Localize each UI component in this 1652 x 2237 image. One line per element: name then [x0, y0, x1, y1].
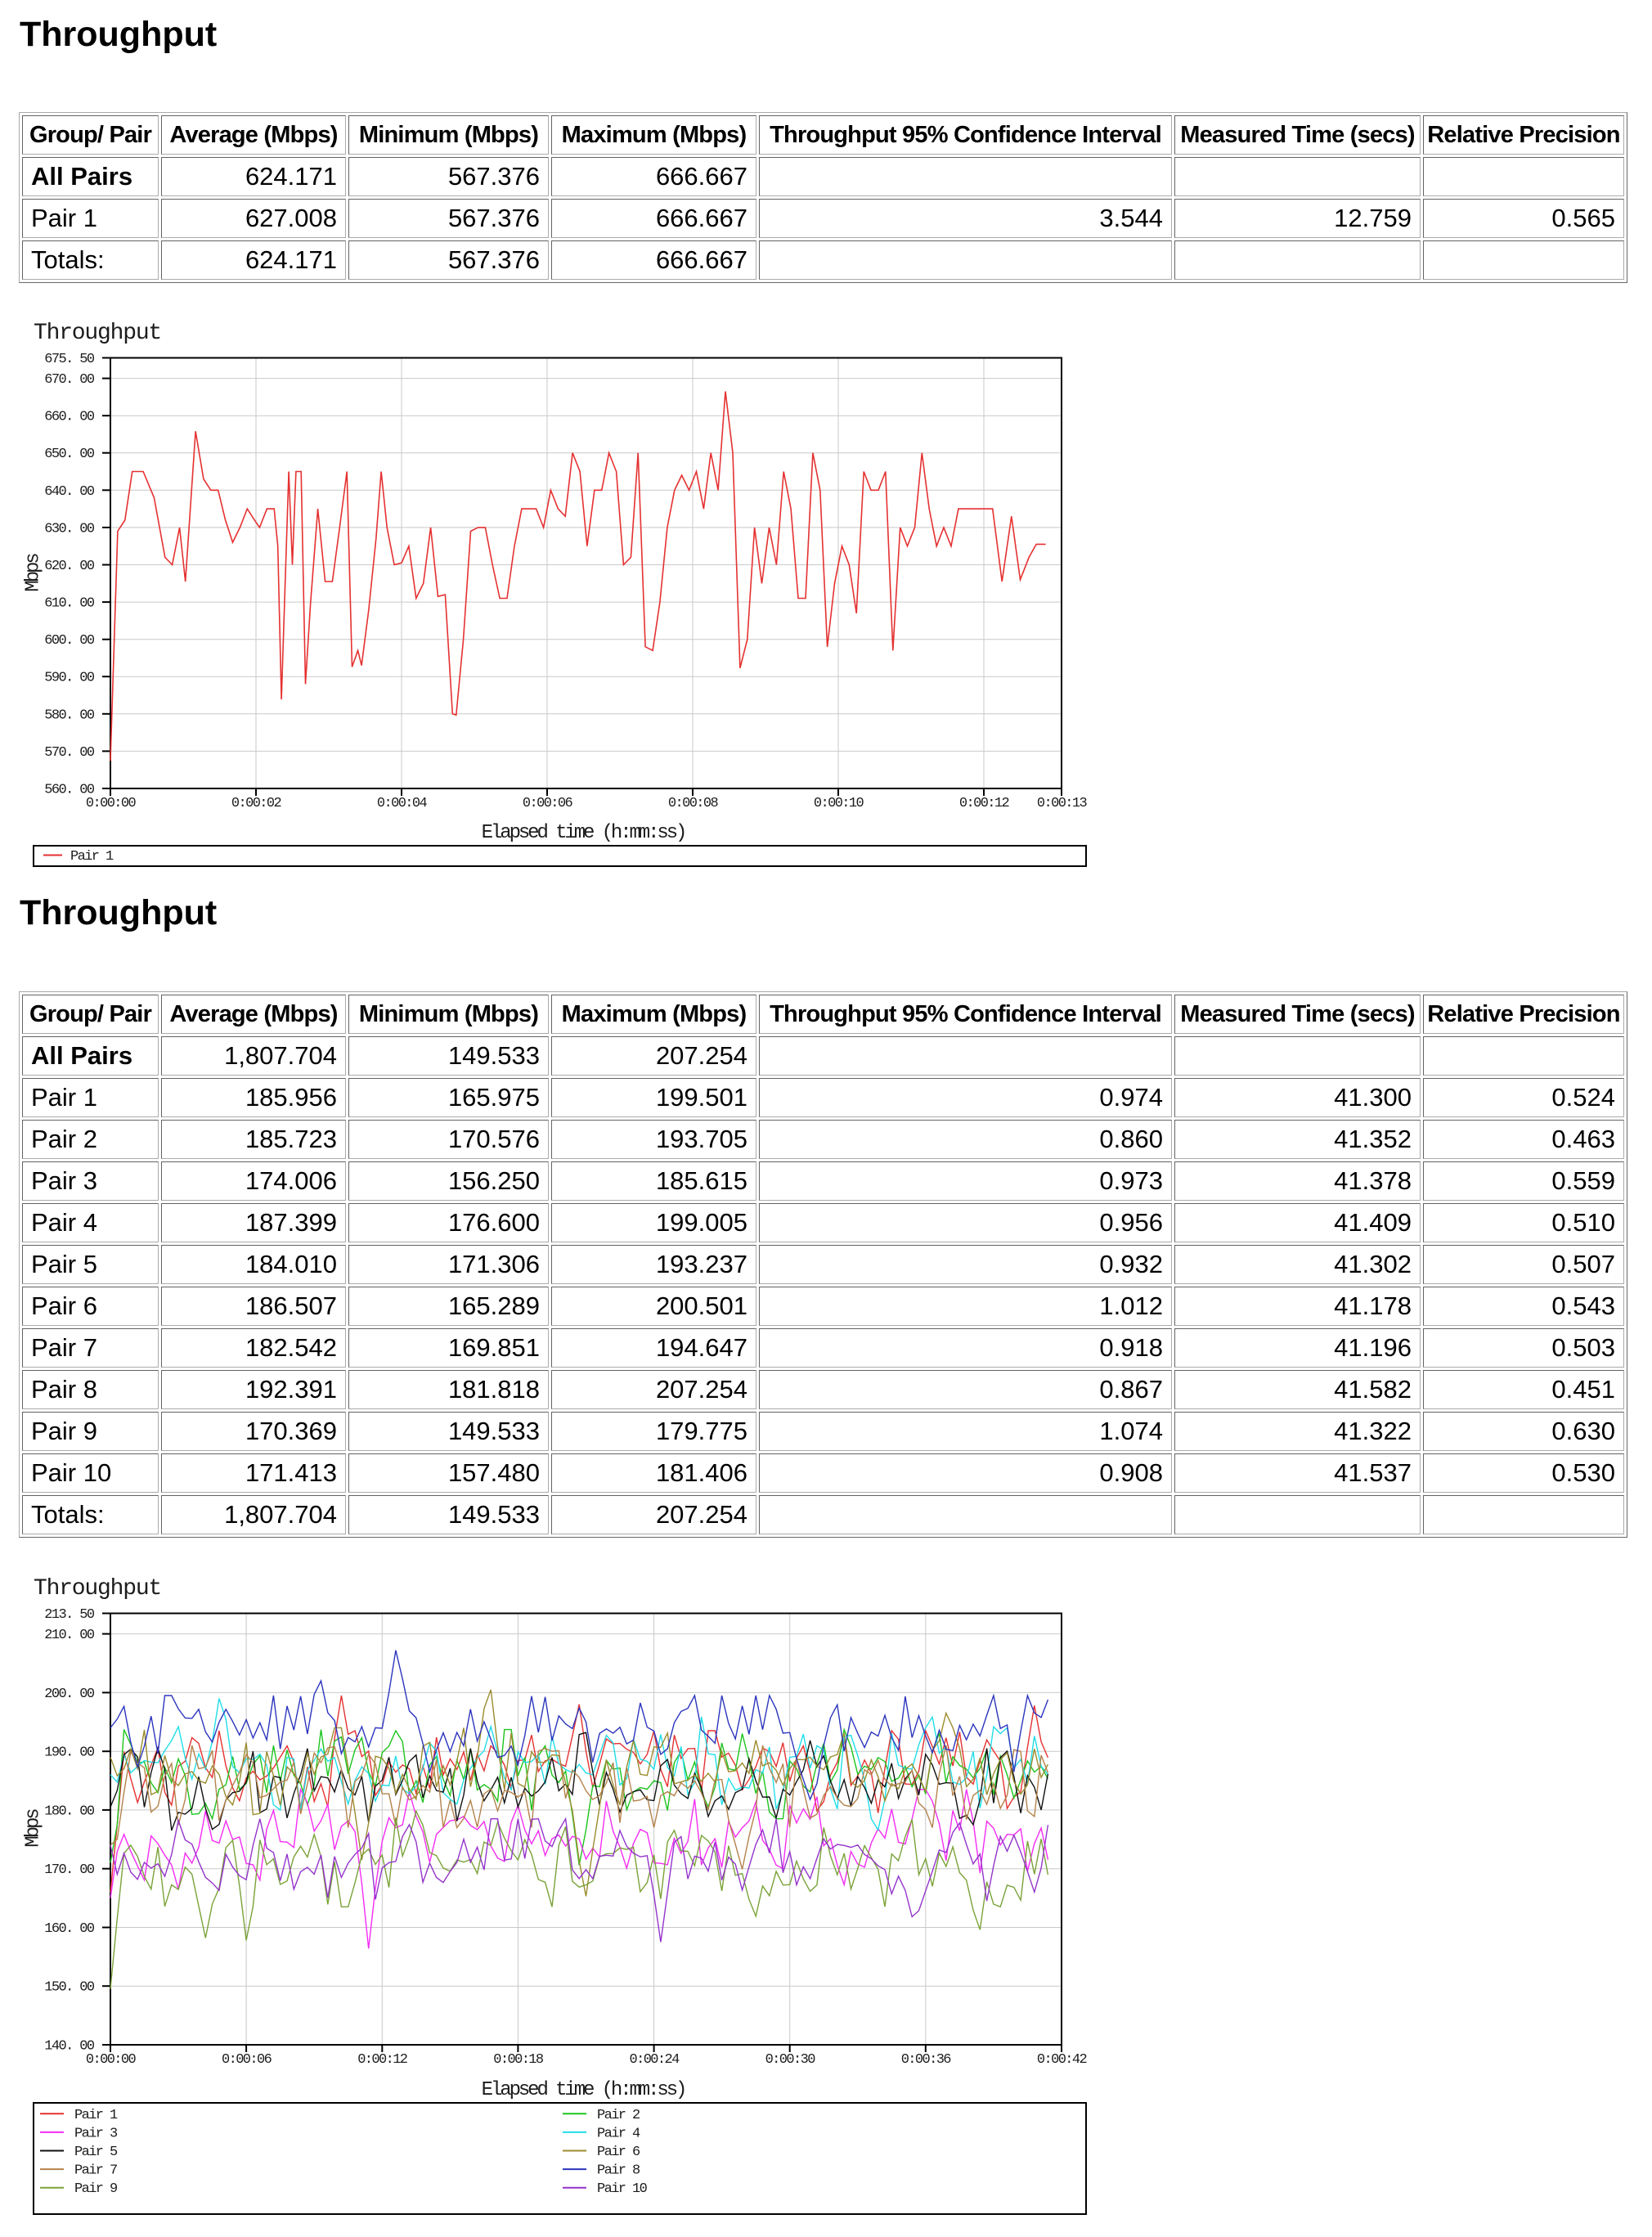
svg-text:Mbps: Mbps	[23, 554, 45, 592]
svg-text:Pair 3: Pair 3	[74, 2126, 118, 2141]
svg-text:0:00:24: 0:00:24	[629, 2052, 680, 2068]
svg-text:Pair 1: Pair 1	[70, 849, 114, 865]
svg-text:Elapsed time (h:mm:ss): Elapsed time (h:mm:ss)	[482, 2079, 685, 2101]
svg-text:150. 00: 150. 00	[44, 1980, 95, 1996]
svg-text:675. 50: 675. 50	[44, 352, 95, 367]
svg-text:Pair 8: Pair 8	[597, 2163, 640, 2179]
svg-text:630. 00: 630. 00	[44, 521, 95, 537]
svg-text:0:00:12: 0:00:12	[357, 2052, 407, 2068]
svg-text:570. 00: 570. 00	[44, 745, 95, 761]
svg-text:0:00:30: 0:00:30	[765, 2052, 816, 2068]
svg-text:0:00:36: 0:00:36	[901, 2052, 952, 2068]
svg-text:Elapsed time (h:mm:ss): Elapsed time (h:mm:ss)	[482, 822, 685, 844]
svg-text:Throughput: Throughput	[34, 1576, 161, 1601]
svg-text:600. 00: 600. 00	[44, 633, 95, 649]
svg-text:0:00:10: 0:00:10	[814, 796, 864, 811]
svg-text:0:00:02: 0:00:02	[231, 796, 281, 811]
svg-text:640. 00: 640. 00	[44, 484, 95, 500]
svg-text:650. 00: 650. 00	[44, 447, 95, 462]
svg-text:620. 00: 620. 00	[44, 559, 95, 574]
svg-text:660. 00: 660. 00	[44, 410, 95, 425]
svg-text:0:00:08: 0:00:08	[668, 796, 719, 811]
svg-text:Mbps: Mbps	[23, 1809, 45, 1848]
svg-text:670. 00: 670. 00	[44, 372, 95, 388]
svg-text:Pair 1: Pair 1	[74, 2108, 118, 2123]
svg-text:0:00:06: 0:00:06	[222, 2052, 272, 2068]
svg-text:560. 00: 560. 00	[44, 783, 95, 798]
svg-text:Pair 4: Pair 4	[597, 2126, 640, 2141]
svg-text:Pair 9: Pair 9	[74, 2181, 118, 2197]
svg-text:Pair 7: Pair 7	[74, 2163, 117, 2179]
svg-text:210. 00: 210. 00	[44, 1628, 95, 1643]
svg-text:180. 00: 180. 00	[44, 1804, 95, 1819]
svg-text:0:00:06: 0:00:06	[523, 796, 573, 811]
svg-text:0:00:42: 0:00:42	[1037, 2052, 1087, 2068]
svg-text:590. 00: 590. 00	[44, 671, 95, 686]
svg-text:0:00:18: 0:00:18	[493, 2052, 544, 2068]
svg-text:Pair 2: Pair 2	[597, 2108, 640, 2123]
svg-text:Pair 5: Pair 5	[74, 2145, 118, 2160]
svg-text:140. 00: 140. 00	[44, 2039, 95, 2055]
svg-text:Throughput: Throughput	[34, 321, 161, 346]
svg-text:200. 00: 200. 00	[44, 1687, 95, 1702]
svg-text:610. 00: 610. 00	[44, 596, 95, 612]
svg-text:580. 00: 580. 00	[44, 707, 95, 723]
svg-text:0:00:00: 0:00:00	[86, 796, 137, 811]
svg-text:0:00:12: 0:00:12	[959, 796, 1009, 811]
svg-text:0:00:04: 0:00:04	[377, 796, 428, 811]
svg-text:160. 00: 160. 00	[44, 1921, 95, 1937]
svg-text:170. 00: 170. 00	[44, 1862, 95, 1878]
svg-text:0:00:13: 0:00:13	[1037, 796, 1088, 811]
svg-text:Pair 6: Pair 6	[597, 2145, 640, 2160]
svg-text:190. 00: 190. 00	[44, 1745, 95, 1761]
svg-text:Pair 10: Pair 10	[597, 2181, 648, 2197]
svg-text:0:00:00: 0:00:00	[86, 2052, 137, 2068]
svg-text:213. 50: 213. 50	[44, 1607, 95, 1623]
